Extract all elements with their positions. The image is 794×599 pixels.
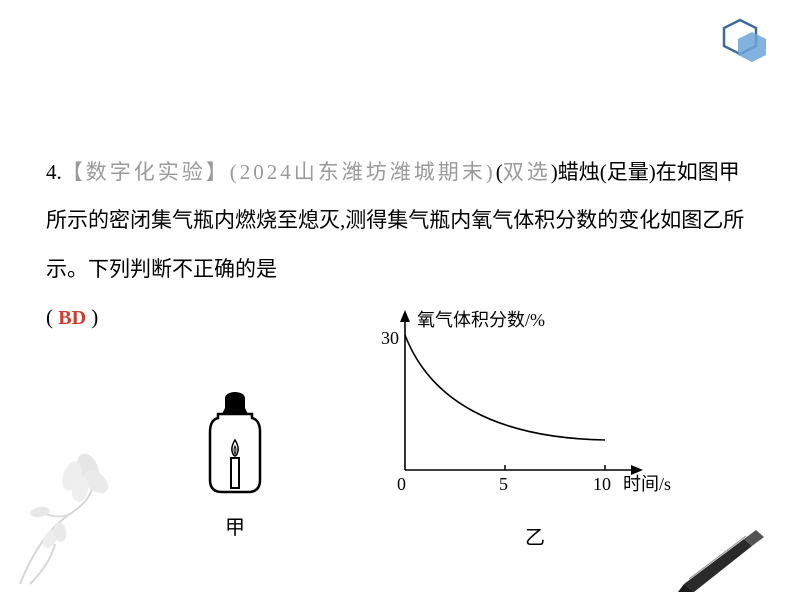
ink-flower-decoration <box>0 434 180 594</box>
x-axis-label: 时间/s <box>623 474 671 494</box>
x-tick-10: 10 <box>593 474 611 494</box>
corner-decoration <box>712 18 772 68</box>
type-text: 双选 <box>503 160 551 184</box>
figure-jia: 甲 <box>200 390 270 540</box>
tag-text: 数字化实验 <box>86 160 206 184</box>
y-axis-label: 氧气体积分数/% <box>417 310 545 330</box>
x-tick-5: 5 <box>499 474 508 494</box>
y-start-label: 30 <box>381 328 399 348</box>
type-suffix: ) <box>551 160 558 184</box>
source-text: (2024山东潍坊潍城期末) <box>230 160 496 184</box>
oxygen-chart: 氧气体积分数/% 30 0 5 10 时间/s <box>375 310 695 510</box>
figure-yi: 氧气体积分数/% 30 0 5 10 时间/s 乙 <box>375 310 695 550</box>
figure-yi-label: 乙 <box>375 521 695 550</box>
type-prefix: ( <box>496 160 503 184</box>
tag-open: 【 <box>62 160 86 184</box>
pen-decoration <box>674 524 774 594</box>
curve <box>405 335 605 440</box>
figure-jia-label: 甲 <box>200 511 270 540</box>
question-number: 4. <box>46 160 62 184</box>
x-origin-label: 0 <box>397 474 406 494</box>
tag-close: 】 <box>206 160 230 184</box>
jar-icon <box>200 390 270 500</box>
